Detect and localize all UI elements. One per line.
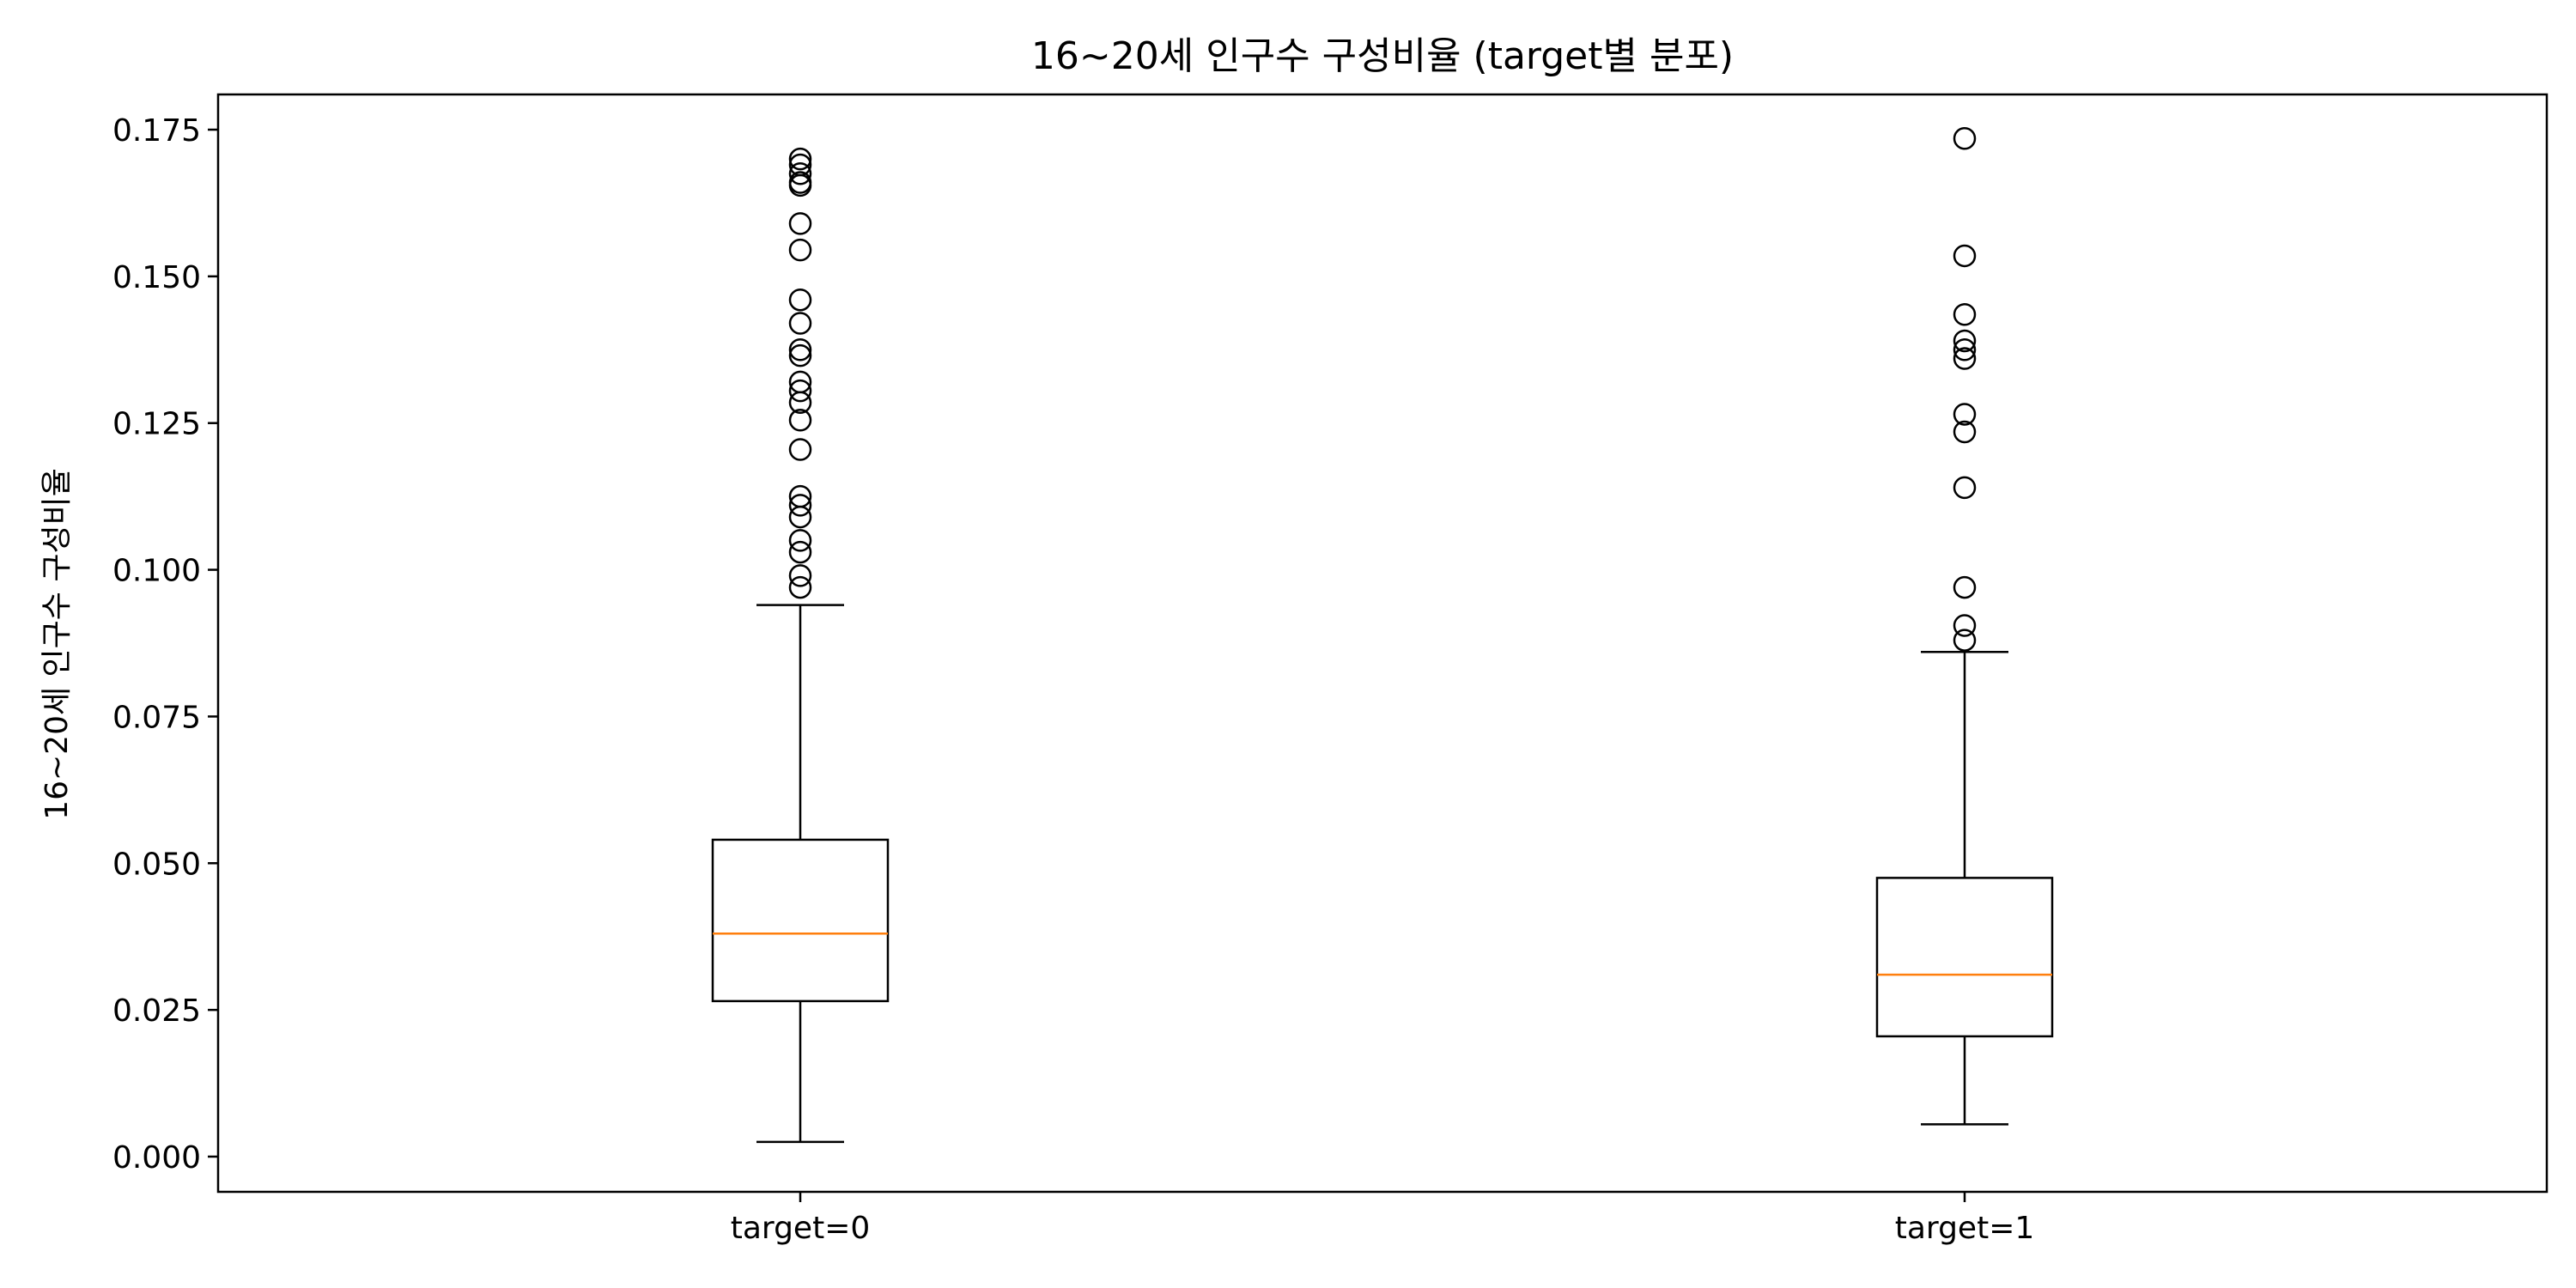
outlier-point xyxy=(788,494,812,517)
outlier-point xyxy=(788,147,812,171)
outlier-point xyxy=(1953,338,1977,361)
x-tick-label: target=0 xyxy=(731,1211,871,1246)
outlier-point xyxy=(1953,127,1977,150)
outlier-point xyxy=(788,379,812,403)
box-group xyxy=(1875,127,2054,1126)
outlier-point xyxy=(1953,329,1977,353)
outlier-point xyxy=(788,540,812,564)
outlier-point xyxy=(788,212,812,235)
y-tick-label: 0.025 xyxy=(112,993,201,1029)
iqr-box xyxy=(711,838,890,1003)
box-group xyxy=(711,147,890,1144)
outlier-point xyxy=(788,338,812,361)
outlier-point xyxy=(1953,303,1977,326)
outlier-point xyxy=(788,564,812,587)
outlier-point xyxy=(788,312,812,335)
y-tick-label: 0.125 xyxy=(112,407,201,442)
outlier-point xyxy=(788,288,812,312)
outlier-point xyxy=(788,153,812,177)
y-axis-ticks: 0.000 0.025 0.050 0.075 0.100 0.125 0.150 0.175 xyxy=(112,113,218,1176)
y-tick-label: 0.000 xyxy=(112,1140,201,1176)
x-axis-ticks: target=0 target=1 xyxy=(731,1192,2035,1246)
outlier-point xyxy=(788,409,812,432)
outlier-point xyxy=(1953,629,1977,652)
iqr-box xyxy=(1875,877,2054,1038)
outlier-point xyxy=(788,238,812,262)
y-tick-label: 0.075 xyxy=(112,700,201,735)
outlier-point xyxy=(788,438,812,461)
y-axis-label: 16~20세 인구수 구성비율 xyxy=(39,468,75,820)
y-tick-label: 0.175 xyxy=(112,113,201,149)
outlier-point xyxy=(788,162,812,185)
outlier-point xyxy=(1953,420,1977,444)
y-tick-label: 0.050 xyxy=(112,847,201,882)
outlier-point xyxy=(788,529,812,552)
outlier-point xyxy=(1953,614,1977,637)
y-tick-label: 0.100 xyxy=(112,554,201,589)
outlier-point xyxy=(788,484,812,508)
x-tick-label: target=1 xyxy=(1895,1211,2035,1246)
outlier-point xyxy=(1953,403,1977,426)
outlier-point xyxy=(1953,476,1977,500)
outlier-point xyxy=(788,171,812,194)
y-tick-label: 0.150 xyxy=(112,260,201,295)
outlier-point xyxy=(788,575,812,599)
outlier-point xyxy=(1953,347,1977,370)
outlier-point xyxy=(1953,575,1977,599)
plot-area-frame xyxy=(216,93,2549,1194)
outlier-point xyxy=(788,370,812,394)
box-series xyxy=(711,127,2054,1144)
outlier-point xyxy=(788,343,812,368)
outlier-point xyxy=(1953,244,1977,268)
chart-title: 16~20세 인구수 구성비율 (target별 분포) xyxy=(1031,34,1734,78)
